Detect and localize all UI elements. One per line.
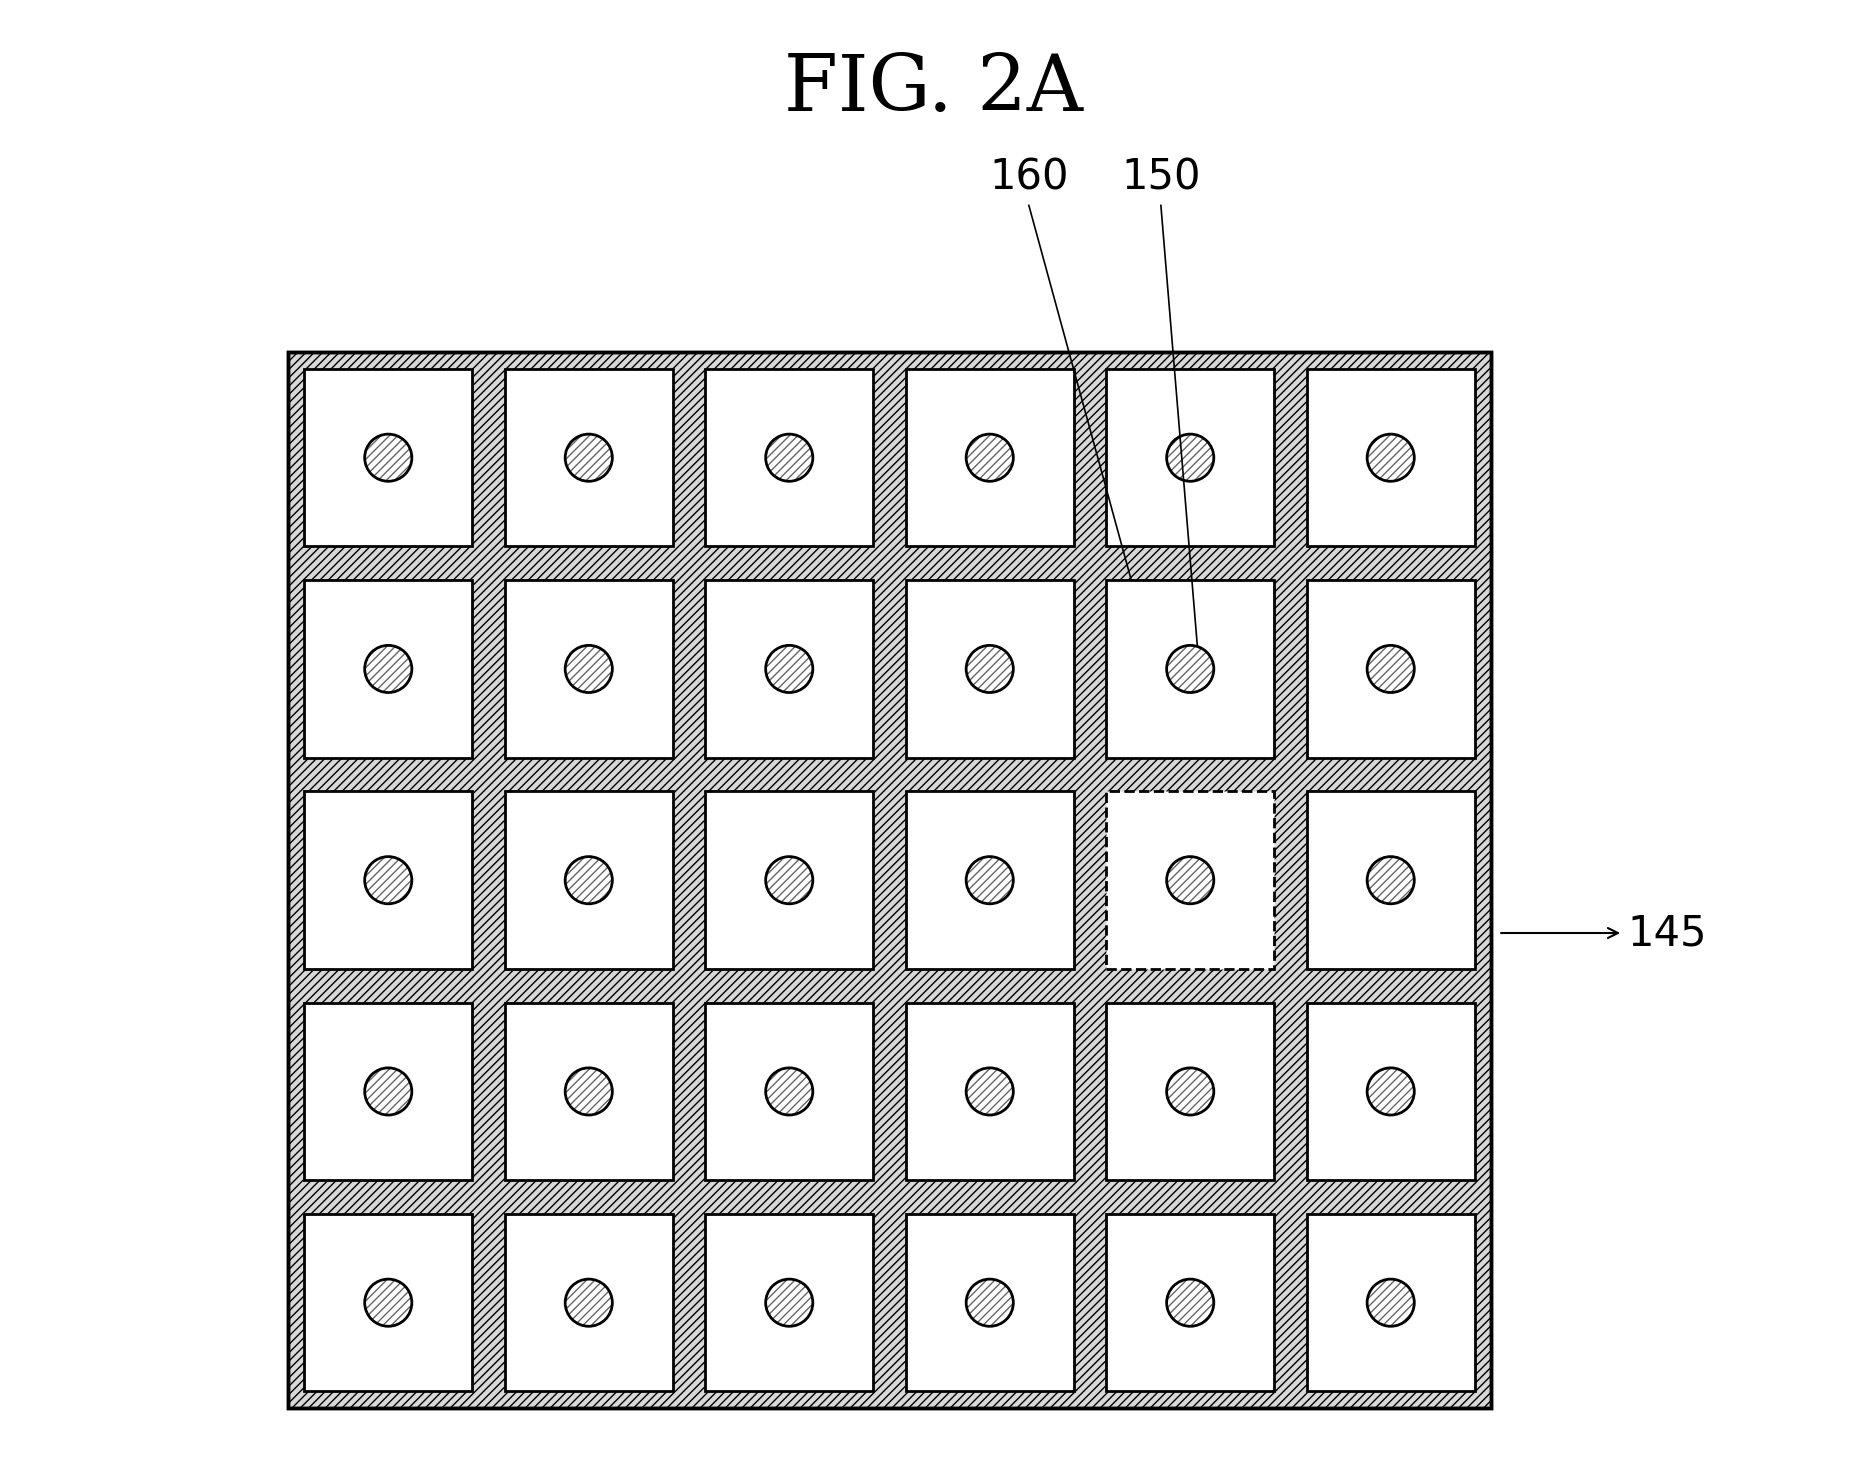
Bar	[288, 352, 1492, 1408]
Text: 145: 145	[1628, 912, 1706, 954]
Bar	[1307, 792, 1475, 968]
Bar	[1105, 1003, 1275, 1179]
Bar	[504, 792, 672, 968]
Bar	[304, 1003, 472, 1179]
Bar	[1307, 370, 1475, 546]
Bar	[905, 370, 1074, 546]
Bar	[288, 352, 1492, 1408]
Bar	[504, 370, 672, 546]
Text: 150: 150	[1122, 156, 1200, 198]
Bar	[304, 792, 472, 968]
Bar	[1105, 792, 1275, 968]
Bar	[1307, 1003, 1475, 1179]
Bar	[304, 1215, 472, 1391]
Bar	[304, 581, 472, 757]
Bar	[504, 581, 672, 757]
Bar	[706, 1215, 874, 1391]
Bar	[706, 370, 874, 546]
Bar	[504, 1215, 672, 1391]
Bar	[706, 581, 874, 757]
Bar	[288, 352, 1492, 1408]
Bar	[1105, 1215, 1275, 1391]
Bar	[706, 792, 874, 968]
Bar	[706, 1003, 874, 1179]
Bar	[1307, 1215, 1475, 1391]
Bar	[905, 581, 1074, 757]
Text: 160: 160	[990, 156, 1068, 198]
Bar	[504, 1003, 672, 1179]
Bar	[905, 1215, 1074, 1391]
Bar	[304, 370, 472, 546]
Bar	[1307, 581, 1475, 757]
Text: FIG. 2A: FIG. 2A	[784, 51, 1083, 128]
Bar	[1105, 370, 1275, 546]
Bar	[1105, 581, 1275, 757]
Bar	[905, 1003, 1074, 1179]
Bar	[905, 792, 1074, 968]
